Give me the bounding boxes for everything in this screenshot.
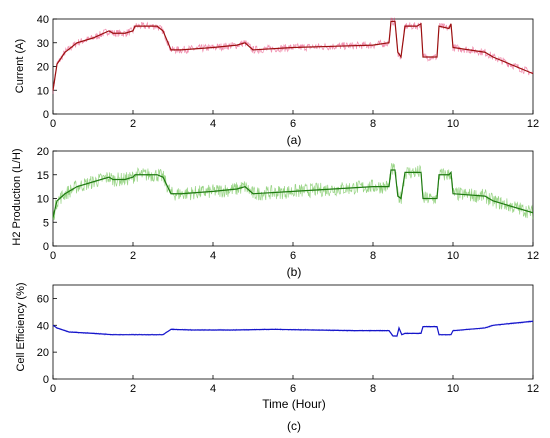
- x-tick-label: 12: [527, 383, 539, 395]
- y-tick-label: 20: [37, 146, 49, 158]
- x-tick-label: 10: [447, 383, 459, 395]
- x-tick-label: 2: [130, 118, 136, 130]
- x-tick-label: 4: [210, 250, 216, 262]
- y-tick-label: 20: [37, 347, 49, 359]
- y-tick-label: 10: [37, 85, 49, 97]
- series-line: [52, 320, 534, 337]
- y-tick-label: 15: [37, 170, 49, 182]
- x-tick-label: 6: [290, 383, 296, 395]
- x-tick-label: 0: [50, 118, 56, 130]
- caption-a: (a): [287, 133, 302, 147]
- panel-current: Current (A) (a) 0 2 4 6 8 10 12 0 10 20 30 40: [14, 14, 539, 147]
- ylabel-cell-efficiency: Cell Efficiency (%): [15, 282, 27, 371]
- series-line: [52, 20, 534, 91]
- panel-h2-production: H2 Production (L/H) (b) 0 2 4 6 8 10 12 0 5 10 15 2…: [11, 146, 539, 279]
- x-tick-label: 4: [210, 383, 216, 395]
- y-tick-label: 40: [37, 320, 49, 332]
- x-tick-label: 10: [447, 250, 459, 262]
- y-tick-label: 40: [37, 14, 49, 26]
- y-tick-label: 0: [43, 109, 49, 121]
- x-tick-label: 2: [130, 250, 136, 262]
- x-tick-label: 4: [210, 118, 216, 130]
- x-tick-label: 12: [527, 118, 539, 130]
- xlabel-time: Time (Hour): [262, 397, 326, 411]
- x-tick-label: 2: [130, 383, 136, 395]
- x-tick-label: 0: [50, 250, 56, 262]
- x-tick-label: 0: [50, 383, 56, 395]
- y-tick-label: 30: [37, 38, 49, 50]
- y-tick-label: 10: [37, 194, 49, 206]
- caption-c: (c): [287, 419, 301, 433]
- x-tick-label: 8: [370, 118, 376, 130]
- x-tick-label: 6: [290, 118, 296, 130]
- y-tick-label: 5: [43, 217, 49, 229]
- plot-frame: [52, 284, 534, 380]
- y-tick-label: 0: [43, 374, 49, 386]
- y-tick-label: 60: [37, 293, 49, 305]
- x-tick-label: 12: [527, 250, 539, 262]
- plot-frame: [52, 150, 534, 247]
- x-tick-label: 8: [370, 250, 376, 262]
- series-noise: [52, 17, 534, 95]
- ylabel-h2-production: H2 Production (L/H): [11, 148, 23, 245]
- x-tick-label: 8: [370, 383, 376, 395]
- y-tick-label: 20: [37, 62, 49, 74]
- ylabel-current: Current (A): [14, 39, 26, 93]
- x-tick-label: 6: [290, 250, 296, 262]
- panel-cell-efficiency: Cell Efficiency (%) Time (Hour) (c) 0 2 4 6…: [15, 282, 539, 433]
- series-line: [52, 169, 534, 218]
- caption-b: (b): [287, 265, 302, 279]
- x-tick-label: 10: [447, 118, 459, 130]
- y-tick-label: 0: [43, 241, 49, 253]
